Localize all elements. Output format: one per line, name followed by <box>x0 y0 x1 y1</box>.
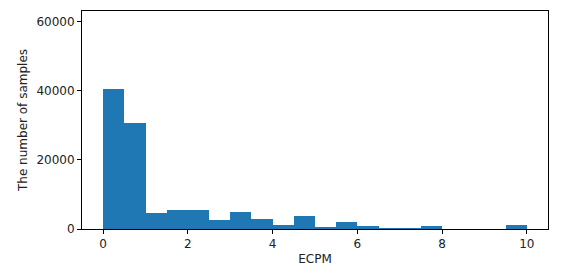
svg-text:ECPM: ECPM <box>298 252 332 266</box>
svg-text:0: 0 <box>99 237 107 251</box>
svg-text:60000: 60000 <box>36 15 74 29</box>
svg-text:2: 2 <box>184 237 192 251</box>
svg-text:0: 0 <box>67 222 75 236</box>
svg-text:6: 6 <box>354 237 362 251</box>
svg-text:8: 8 <box>438 237 446 251</box>
svg-text:The number of samples: The number of samples <box>16 49 30 192</box>
svg-text:40000: 40000 <box>36 84 74 98</box>
svg-text:4: 4 <box>269 237 277 251</box>
svg-text:10: 10 <box>519 237 534 251</box>
svg-text:20000: 20000 <box>36 153 74 167</box>
